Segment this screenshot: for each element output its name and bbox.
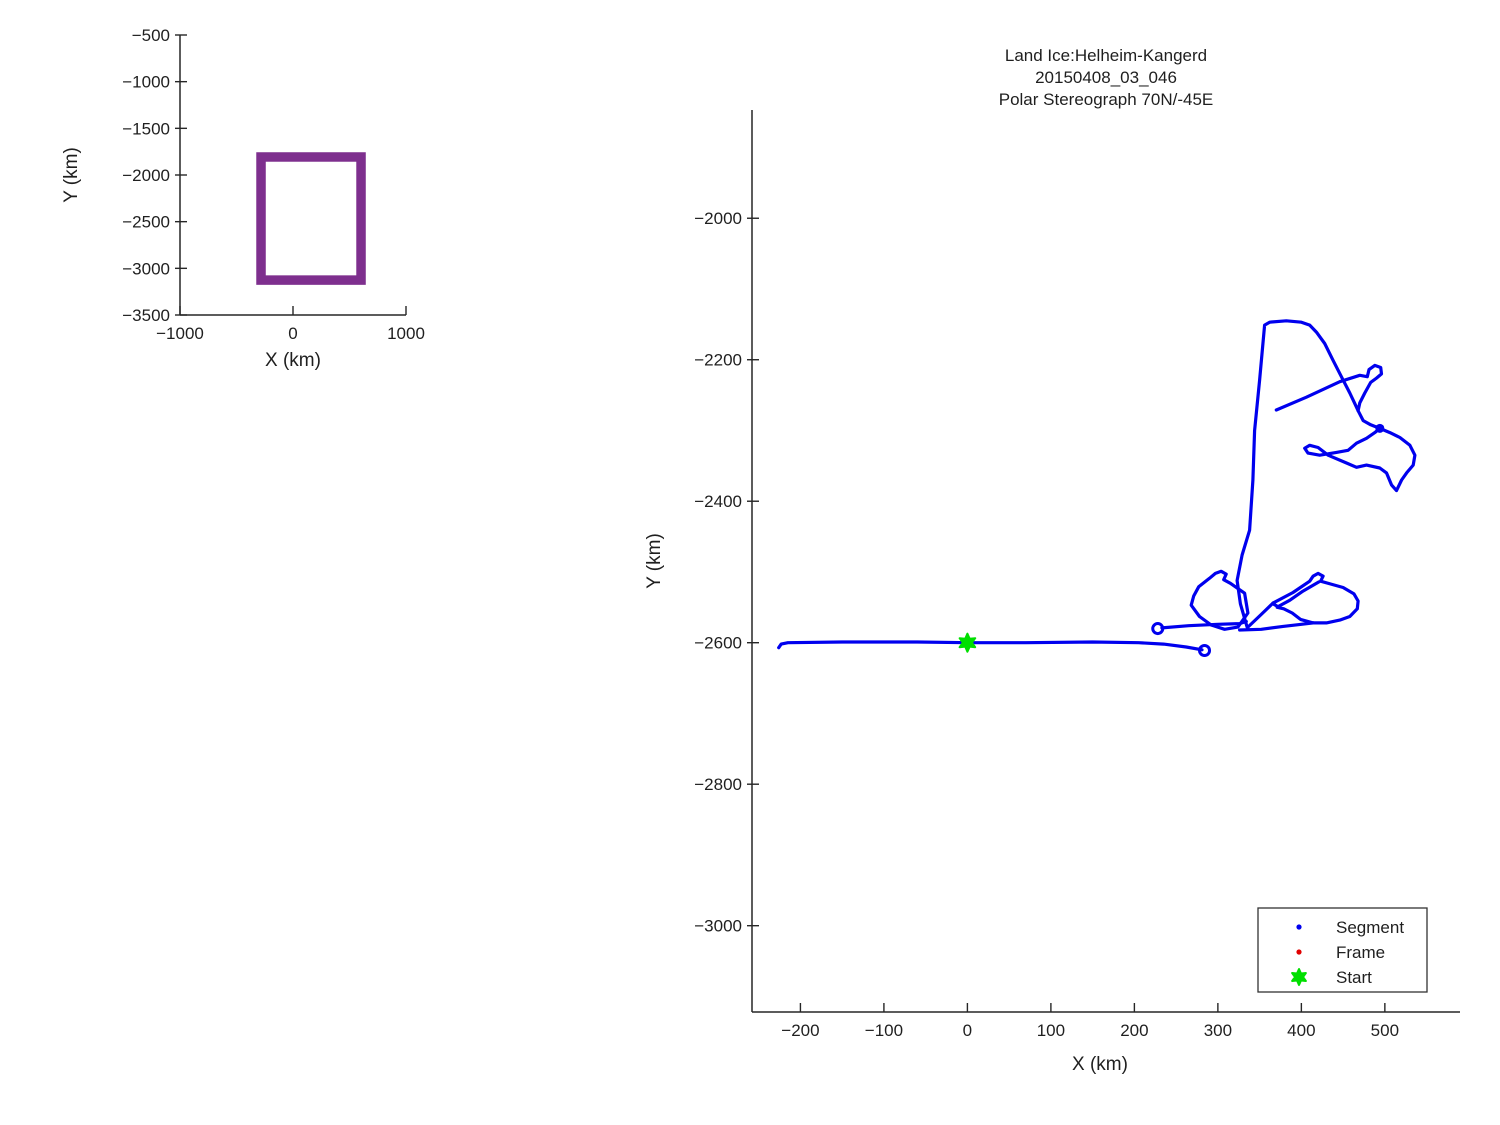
y-tick-label: −500 [132, 26, 170, 45]
y-tick-label: −2400 [694, 492, 742, 511]
x-tick-label: 500 [1371, 1021, 1399, 1040]
y-tick-label: −2500 [122, 213, 170, 232]
x-tick-label: 1000 [387, 324, 425, 343]
y-tick-label: −2600 [694, 634, 742, 653]
legend-marker-start [1291, 968, 1307, 986]
flight-title-line-1: Land Ice:Helheim-Kangerd [1005, 46, 1207, 65]
x-tick-label: 200 [1120, 1021, 1148, 1040]
overview-xlabel: X (km) [265, 350, 321, 371]
x-tick-label: −200 [781, 1021, 819, 1040]
y-tick-label: −2200 [694, 351, 742, 370]
flight-title-line-2: 20150408_03_046 [1035, 68, 1177, 87]
y-tick-label: −2000 [694, 209, 742, 228]
x-tick-label: −1000 [156, 324, 204, 343]
x-tick-label: 400 [1287, 1021, 1315, 1040]
y-tick-label: −3000 [694, 917, 742, 936]
flight-title-line-3: Polar Stereograph 70N/-45E [999, 90, 1214, 109]
y-tick-label: −1000 [122, 73, 170, 92]
x-tick-label: 0 [288, 324, 297, 343]
flight-path-east-loop [1271, 571, 1360, 625]
flight-path-north-leg [1235, 319, 1417, 629]
overview-ylabel: Y (km) [61, 147, 82, 203]
flight-path-transit-line [777, 640, 1204, 652]
overview-plot: −1000 0 1000 −500 −1000 −1500 −2000 −2500 −3000 −… [122, 26, 425, 343]
y-tick-label: −3000 [122, 259, 170, 278]
y-tick-label: −3500 [122, 306, 170, 325]
y-tick-label: −1500 [122, 119, 170, 138]
flight-path-west-loop [1189, 569, 1250, 631]
flight-path-south-edge [1238, 621, 1315, 632]
start-marker [958, 632, 977, 653]
track-end-loop [1198, 643, 1212, 658]
legend-box [1257, 907, 1428, 993]
legend-marker-frame [1296, 949, 1302, 955]
flight-plot: −200 −100 0 100 200 300 400 500 −2000 −2200 −2400 −… [694, 110, 1460, 1040]
y-tick-label: −2000 [122, 166, 170, 185]
coverage-extent-box [256, 152, 366, 285]
flight-ylabel: Y (km) [644, 533, 665, 589]
x-tick-label: 300 [1204, 1021, 1232, 1040]
legend: Segment Frame Start [1257, 907, 1428, 993]
x-tick-label: −100 [865, 1021, 903, 1040]
track-end-loop [1151, 622, 1165, 636]
flight-path-cross-spur [1246, 601, 1275, 629]
x-tick-label: 100 [1037, 1021, 1065, 1040]
x-tick-label: 0 [963, 1021, 972, 1040]
flight-xlabel: X (km) [1072, 1054, 1128, 1075]
legend-label-frame: Frame [1336, 943, 1385, 962]
flight-path-hairpin-return [1271, 580, 1321, 609]
track-knot [1375, 423, 1385, 433]
flight-path-cross-line [1274, 363, 1384, 413]
legend-label-segment: Segment [1336, 918, 1404, 937]
y-tick-label: −2800 [694, 775, 742, 794]
legend-marker-segment [1296, 924, 1302, 930]
legend-label-start: Start [1336, 968, 1372, 987]
